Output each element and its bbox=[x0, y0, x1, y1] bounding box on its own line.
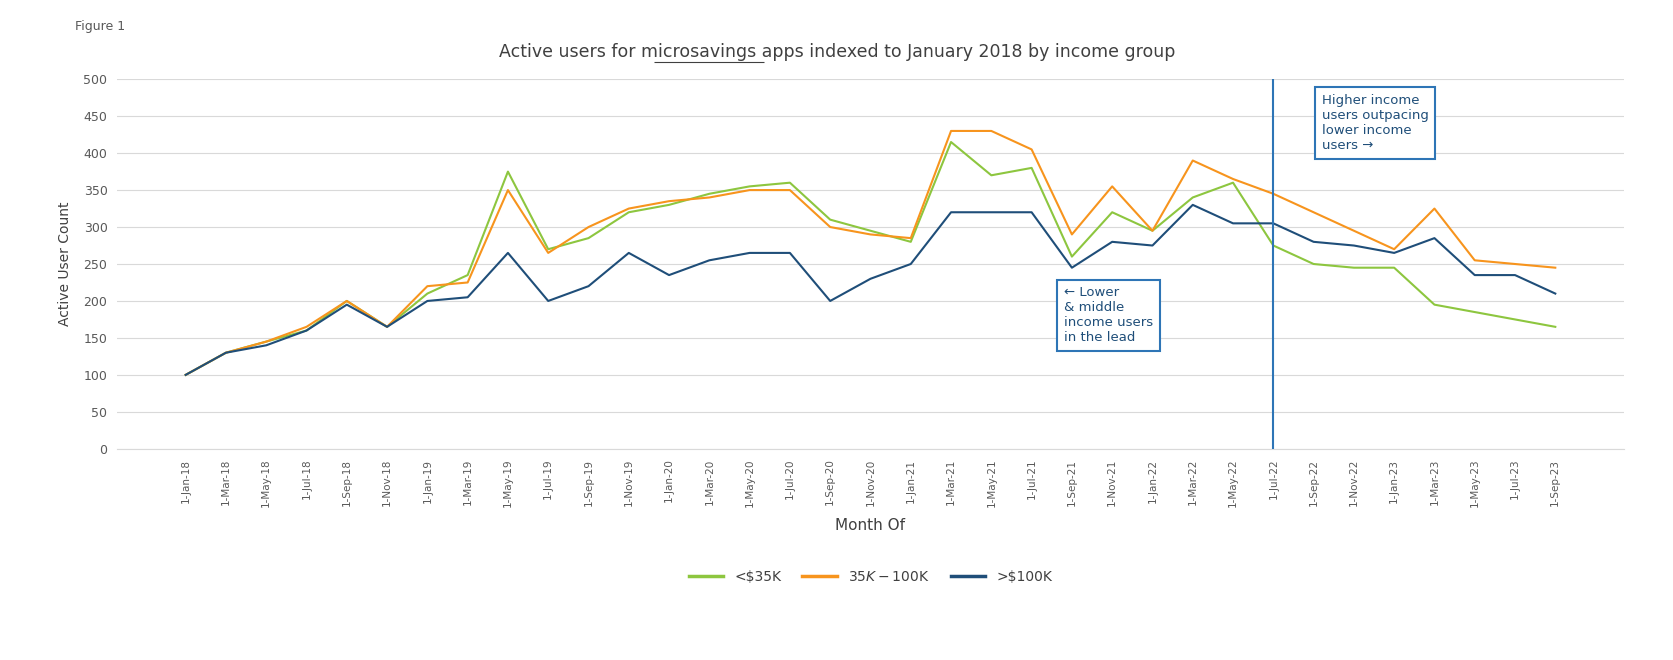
Text: Figure 1: Figure 1 bbox=[75, 20, 125, 33]
Y-axis label: Active User Count: Active User Count bbox=[59, 202, 72, 326]
Text: Active users for microsavings apps indexed to January 2018 by income group: Active users for microsavings apps index… bbox=[499, 43, 1174, 61]
X-axis label: Month Of: Month Of bbox=[835, 518, 905, 533]
Text: Higher income
users outpacing
lower income
users →: Higher income users outpacing lower inco… bbox=[1322, 94, 1427, 152]
Text: ← Lower
& middle
income users
in the lead: ← Lower & middle income users in the lea… bbox=[1064, 286, 1153, 344]
Legend: <$35K, $35K - $100K, >$100K: <$35K, $35K - $100K, >$100K bbox=[683, 564, 1057, 589]
